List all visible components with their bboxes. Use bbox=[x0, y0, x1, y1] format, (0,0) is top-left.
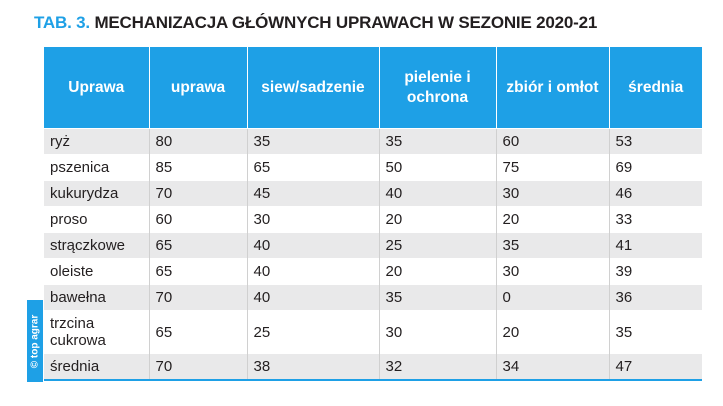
crop-name-cell: kukurydza bbox=[44, 180, 150, 207]
header-cell-crop: Uprawa bbox=[44, 47, 150, 129]
crop-name-cell: ryż bbox=[44, 128, 150, 155]
value-cell: 25 bbox=[247, 310, 380, 354]
value-cell: 70 bbox=[149, 353, 248, 380]
value-cell: 70 bbox=[149, 284, 248, 311]
value-cell: 75 bbox=[496, 154, 610, 181]
table-row: strączkowe 65 40 25 35 41 bbox=[44, 232, 702, 259]
header-row: Uprawa uprawa siew/sadzenie pielenie i o… bbox=[44, 47, 702, 129]
crop-name-cell: bawełna bbox=[44, 284, 150, 311]
value-cell: 40 bbox=[379, 180, 497, 207]
value-cell: 70 bbox=[149, 180, 248, 207]
crop-name-cell: średnia bbox=[44, 353, 150, 380]
value-cell: 35 bbox=[609, 310, 702, 354]
value-cell: 85 bbox=[149, 154, 248, 181]
table-title: TAB. 3. MECHANIZACJA GŁÓWNYCH UPRAWACH W… bbox=[34, 13, 597, 33]
table-row: trzcina cukrowa 65 25 30 20 35 bbox=[44, 310, 702, 354]
value-cell: 30 bbox=[496, 180, 610, 207]
table-heading: MECHANIZACJA GŁÓWNYCH UPRAWACH W SEZONIE… bbox=[94, 13, 598, 32]
value-cell: 69 bbox=[609, 154, 702, 181]
value-cell: 35 bbox=[379, 128, 497, 155]
crop-name-cell: pszenica bbox=[44, 154, 150, 181]
value-cell: 65 bbox=[149, 310, 248, 354]
value-cell: 35 bbox=[496, 232, 610, 259]
value-cell: 20 bbox=[496, 310, 610, 354]
value-cell: 65 bbox=[149, 232, 248, 259]
value-cell: 40 bbox=[247, 258, 380, 285]
value-cell: 65 bbox=[149, 258, 248, 285]
value-cell: 46 bbox=[609, 180, 702, 207]
value-cell: 20 bbox=[379, 258, 497, 285]
value-cell: 33 bbox=[609, 206, 702, 233]
value-cell: 39 bbox=[609, 258, 702, 285]
copyright-watermark: © top agrar bbox=[27, 300, 43, 382]
value-cell: 32 bbox=[379, 353, 497, 380]
value-cell: 80 bbox=[149, 128, 248, 155]
value-cell: 41 bbox=[609, 232, 702, 259]
header-cell-crop-type: uprawa bbox=[149, 47, 248, 129]
watermark-text: © top agrar bbox=[29, 314, 41, 368]
value-cell: 38 bbox=[247, 353, 380, 380]
value-cell: 40 bbox=[247, 284, 380, 311]
value-cell: 36 bbox=[609, 284, 702, 311]
value-cell: 0 bbox=[496, 284, 610, 311]
table-row: pszenica 85 65 50 75 69 bbox=[44, 154, 702, 181]
header-cell-weeding: pielenie i ochrona bbox=[379, 47, 497, 129]
table-number: TAB. 3. bbox=[34, 13, 90, 32]
table-row: oleiste 65 40 20 30 39 bbox=[44, 258, 702, 285]
value-cell: 34 bbox=[496, 353, 610, 380]
value-cell: 47 bbox=[609, 353, 702, 380]
value-cell: 30 bbox=[496, 258, 610, 285]
value-cell: 30 bbox=[379, 310, 497, 354]
header-cell-average: średnia bbox=[609, 47, 702, 129]
value-cell: 40 bbox=[247, 232, 380, 259]
value-cell: 65 bbox=[247, 154, 380, 181]
value-cell: 25 bbox=[379, 232, 497, 259]
value-cell: 60 bbox=[496, 128, 610, 155]
header-cell-harvest: zbiór i omłot bbox=[496, 47, 610, 129]
value-cell: 50 bbox=[379, 154, 497, 181]
crop-name-cell: trzcina cukrowa bbox=[44, 310, 150, 354]
table-row: bawełna 70 40 35 0 36 bbox=[44, 284, 702, 311]
table-row-average: średnia 70 38 32 34 47 bbox=[44, 353, 702, 380]
table-row: kukurydza 70 45 40 30 46 bbox=[44, 180, 702, 207]
table-row: ryż 80 35 35 60 53 bbox=[44, 128, 702, 155]
value-cell: 20 bbox=[379, 206, 497, 233]
value-cell: 45 bbox=[247, 180, 380, 207]
crop-name-cell: proso bbox=[44, 206, 150, 233]
value-cell: 35 bbox=[247, 128, 380, 155]
value-cell: 20 bbox=[496, 206, 610, 233]
mechanization-table: Uprawa uprawa siew/sadzenie pielenie i o… bbox=[44, 47, 702, 381]
crop-name-cell: strączkowe bbox=[44, 232, 150, 259]
header-cell-sowing: siew/sadzenie bbox=[247, 47, 380, 129]
value-cell: 53 bbox=[609, 128, 702, 155]
table-row: proso 60 30 20 20 33 bbox=[44, 206, 702, 233]
value-cell: 35 bbox=[379, 284, 497, 311]
crop-name-cell: oleiste bbox=[44, 258, 150, 285]
value-cell: 30 bbox=[247, 206, 380, 233]
value-cell: 60 bbox=[149, 206, 248, 233]
